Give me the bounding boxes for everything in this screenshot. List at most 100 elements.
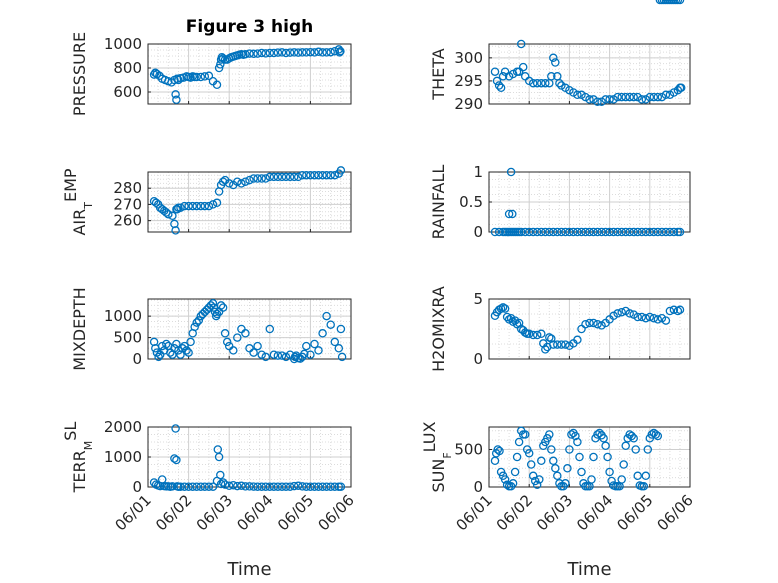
data-point bbox=[557, 340, 566, 349]
data-point bbox=[300, 349, 309, 359]
y-tick-label: 5 bbox=[473, 290, 483, 308]
panel-pressure: 600 800 1000 PRESSURE Figure 3 high bbox=[70, 17, 352, 116]
data-point bbox=[285, 48, 295, 57]
x-tick-label: 06/06 bbox=[315, 491, 358, 534]
data-point bbox=[310, 170, 319, 180]
data-point bbox=[216, 470, 225, 480]
data-point bbox=[537, 329, 546, 339]
data-point bbox=[669, 227, 679, 237]
data-point bbox=[553, 227, 562, 237]
data-point bbox=[208, 299, 218, 308]
data-point bbox=[561, 479, 570, 488]
data-point bbox=[676, 83, 686, 93]
data-point bbox=[253, 174, 262, 183]
data-point bbox=[229, 480, 238, 490]
data-point bbox=[573, 90, 582, 100]
data-point bbox=[573, 227, 582, 237]
y-tick-label: 0.5 bbox=[459, 193, 483, 211]
data-point bbox=[306, 47, 315, 57]
data-point bbox=[675, 227, 685, 237]
data-point bbox=[326, 47, 335, 57]
data-point bbox=[233, 177, 242, 186]
data-point bbox=[222, 337, 232, 347]
data-point bbox=[541, 227, 550, 237]
data-point bbox=[661, 316, 671, 325]
data-point bbox=[233, 481, 242, 491]
data-point bbox=[649, 92, 659, 102]
data-point bbox=[585, 318, 594, 328]
data-point bbox=[585, 95, 594, 104]
data-point bbox=[581, 227, 590, 237]
data-point bbox=[541, 345, 550, 354]
data-point bbox=[532, 227, 542, 237]
data-point bbox=[302, 170, 311, 180]
data-point bbox=[545, 430, 554, 439]
data-point bbox=[326, 170, 335, 180]
data-point bbox=[277, 482, 287, 491]
data-point bbox=[157, 341, 167, 351]
data-point bbox=[629, 434, 638, 443]
data-point bbox=[277, 351, 287, 360]
data-point bbox=[563, 464, 572, 473]
y-tick-label: 500 bbox=[454, 441, 483, 459]
data-point bbox=[661, 90, 671, 100]
data-point bbox=[597, 227, 606, 237]
data-point bbox=[257, 48, 266, 58]
data-point bbox=[281, 48, 291, 58]
y-tick-label: 800 bbox=[113, 59, 142, 77]
panel-terr_msl: 010002000TERRMSL06/0106/0206/0306/0406/0… bbox=[61, 418, 358, 580]
data-point bbox=[516, 227, 526, 237]
data-point bbox=[336, 166, 346, 175]
data-point bbox=[512, 452, 522, 462]
axes-box bbox=[147, 298, 352, 360]
y-axis-label: RAINFALL bbox=[429, 165, 448, 240]
data-point bbox=[298, 48, 307, 57]
data-point bbox=[669, 305, 679, 315]
x-tick-label: 06/03 bbox=[193, 491, 236, 534]
data-point bbox=[605, 467, 614, 477]
x-axis-label: Time bbox=[566, 559, 611, 580]
data-point bbox=[561, 227, 570, 237]
x-tick-label: 06/03 bbox=[533, 491, 576, 534]
data-point bbox=[653, 315, 663, 324]
data-point bbox=[241, 177, 250, 186]
data-point bbox=[180, 341, 189, 351]
data-point bbox=[306, 170, 315, 180]
data-point bbox=[330, 482, 340, 491]
y-tick-label: 260 bbox=[113, 212, 142, 230]
data-point bbox=[617, 307, 626, 317]
data-point bbox=[204, 201, 214, 211]
data-point bbox=[645, 312, 655, 322]
data-point bbox=[621, 92, 630, 102]
data-point bbox=[281, 352, 291, 362]
data-point bbox=[212, 198, 222, 208]
data-point bbox=[494, 227, 504, 237]
y-tick-label: 1 bbox=[473, 163, 483, 181]
data-point bbox=[241, 329, 250, 338]
data-point bbox=[502, 480, 512, 490]
data-point bbox=[212, 80, 222, 90]
data-point bbox=[209, 303, 219, 312]
data-point bbox=[224, 179, 234, 188]
x-tick-label: 06/04 bbox=[573, 491, 616, 534]
data-point bbox=[310, 482, 319, 491]
data-point bbox=[289, 172, 299, 182]
data-point bbox=[293, 172, 303, 182]
data-point bbox=[641, 313, 651, 323]
data-point bbox=[224, 481, 234, 491]
axes-box bbox=[488, 43, 691, 105]
data-point bbox=[621, 441, 630, 451]
data-point bbox=[490, 456, 500, 466]
data-point bbox=[625, 227, 634, 237]
data-point bbox=[237, 179, 246, 188]
data-point bbox=[212, 309, 222, 319]
data-point bbox=[184, 482, 193, 491]
data-point bbox=[518, 62, 528, 72]
data-point bbox=[637, 227, 647, 237]
y-tick-label: 0 bbox=[473, 223, 483, 241]
data-point bbox=[581, 319, 590, 329]
data-point bbox=[524, 329, 534, 339]
data-point bbox=[273, 48, 283, 57]
y-tick-label: 300 bbox=[454, 49, 483, 67]
